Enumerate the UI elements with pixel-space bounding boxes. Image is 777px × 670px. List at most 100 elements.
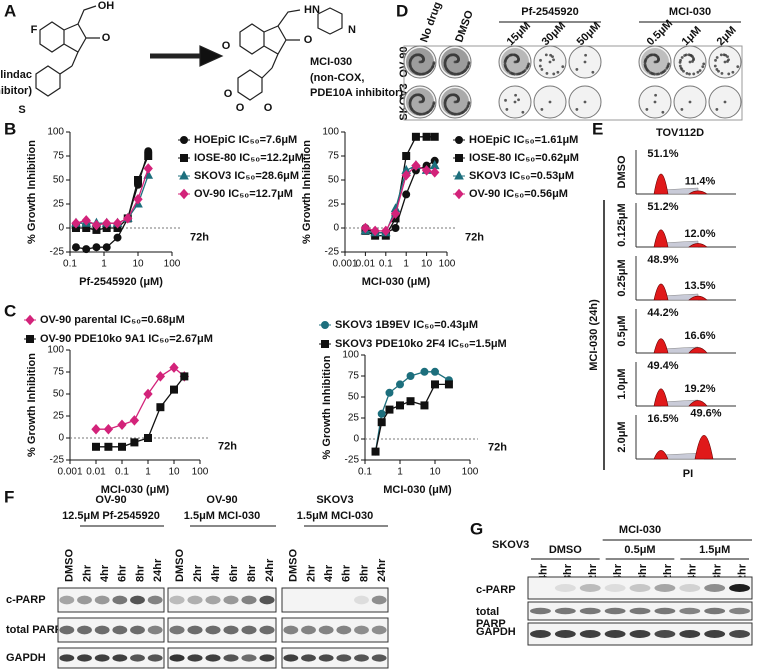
panel-letter: B <box>4 119 16 138</box>
data-point <box>371 447 380 456</box>
band <box>112 595 128 605</box>
blot <box>167 617 277 643</box>
band <box>629 630 651 638</box>
colony <box>467 101 471 105</box>
legend-marker <box>179 170 189 180</box>
colony <box>515 72 519 76</box>
colony <box>513 53 517 57</box>
band <box>579 630 601 638</box>
colony <box>456 55 460 59</box>
colony <box>540 108 544 111</box>
colony <box>713 64 717 68</box>
colony <box>460 111 464 114</box>
colony <box>443 101 447 105</box>
colony <box>419 72 422 76</box>
band <box>94 654 110 662</box>
colony <box>443 61 447 65</box>
band <box>554 584 576 592</box>
drug-note: (COX inhibitor) <box>0 85 32 97</box>
y-axis-title: % Growth Inhibition <box>26 140 38 244</box>
colony <box>678 64 682 68</box>
colony <box>654 93 657 97</box>
band <box>259 595 275 605</box>
lane-label: 6hr <box>228 564 240 582</box>
band <box>94 625 110 635</box>
data-point <box>123 213 133 224</box>
colony <box>514 93 517 97</box>
colony <box>456 96 460 100</box>
blot <box>281 587 389 613</box>
band <box>112 625 128 635</box>
x-tick-label: 10 <box>421 259 433 270</box>
data-point <box>102 243 111 252</box>
group-label: 1.5μM <box>699 544 730 556</box>
colony <box>655 60 658 64</box>
colony <box>518 72 522 76</box>
colony <box>445 67 448 71</box>
atom: HN <box>304 4 320 16</box>
data-point <box>104 442 113 451</box>
band <box>187 595 203 605</box>
colony <box>415 53 419 57</box>
data-point <box>411 160 421 171</box>
colony <box>414 71 418 75</box>
data-point <box>113 233 122 242</box>
lane-label: 4hr <box>99 564 111 582</box>
y-tick-label: 75 <box>328 151 340 162</box>
colony <box>515 54 519 58</box>
colony <box>432 101 436 105</box>
fit-curve <box>96 366 185 430</box>
colony <box>454 72 457 76</box>
row-label: 2.0μM <box>616 421 628 452</box>
lane-label: 2hr <box>192 564 204 582</box>
colony <box>726 55 729 59</box>
colony <box>726 60 729 63</box>
x-tick-label: 0.1 <box>379 259 393 270</box>
colony <box>511 72 515 76</box>
band <box>654 584 676 592</box>
band <box>301 654 316 662</box>
colony <box>666 64 670 68</box>
blot <box>167 587 277 613</box>
band <box>629 584 651 592</box>
colony <box>452 93 455 97</box>
band <box>318 625 334 635</box>
colony <box>421 99 425 103</box>
band <box>729 584 751 592</box>
band <box>223 654 239 662</box>
data-point <box>155 371 166 382</box>
data-point <box>71 243 80 252</box>
y-tick-label: 75 <box>348 371 360 382</box>
colony <box>680 108 684 111</box>
colony <box>416 112 420 116</box>
colony <box>644 65 647 69</box>
x-axis-title: Pf-2545920 (μM) <box>79 276 163 288</box>
fit-curve <box>365 136 435 237</box>
colony <box>540 68 544 71</box>
colony <box>722 53 726 57</box>
colony <box>467 61 471 65</box>
y-tick-label: -25 <box>50 455 65 466</box>
panel-letter: C <box>4 301 16 320</box>
group-label: Pf-2545920 <box>521 6 579 18</box>
dose-label: 50μM <box>575 20 603 48</box>
band <box>223 595 239 605</box>
colony <box>561 65 565 69</box>
colony <box>679 58 682 62</box>
data-point <box>430 167 440 178</box>
colony <box>583 60 587 64</box>
colony <box>575 68 579 71</box>
data-point <box>170 385 178 394</box>
g2-peak <box>688 400 708 407</box>
colony <box>411 55 414 59</box>
y-tick-label: 0 <box>58 433 64 444</box>
band <box>77 654 92 662</box>
data-point <box>381 225 391 237</box>
column-label: No drug <box>418 0 444 44</box>
dose-label: 15μM <box>505 20 533 48</box>
legend-label: OV-90 IC₅₀=12.7μM <box>194 188 293 200</box>
y-tick-label: 0 <box>353 434 359 445</box>
colony <box>456 99 460 103</box>
well-shade <box>441 88 469 116</box>
colony <box>503 59 507 63</box>
